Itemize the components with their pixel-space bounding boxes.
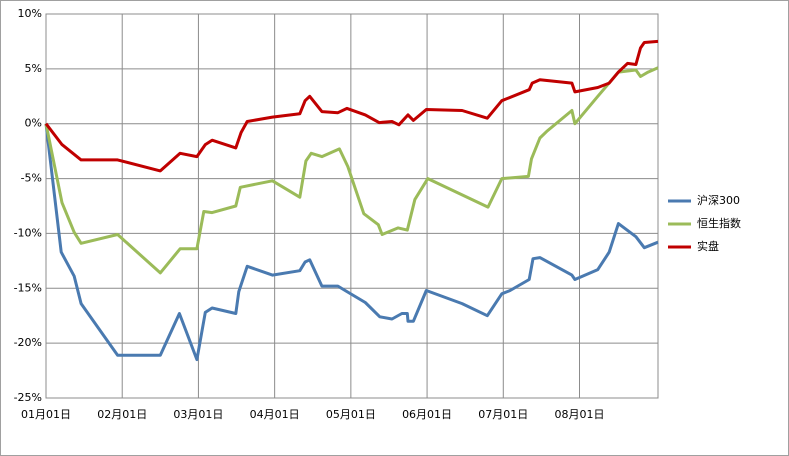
legend-label: 实盘 [697,239,719,253]
y-tick-label: 5% [25,62,42,75]
legend-label: 沪深300 [697,193,740,207]
y-tick-label: -20% [14,336,42,349]
x-tick-label: 04月01日 [250,408,300,421]
y-tick-label: -25% [14,391,42,404]
series-line [44,66,659,275]
y-tick-label: -5% [21,172,42,185]
y-tick-label: -10% [14,226,42,239]
x-tick-label: 03月01日 [173,408,223,421]
x-tick-label: 05月01日 [326,408,376,421]
x-tick-label: 06月01日 [402,408,452,421]
x-tick-label: 02月01日 [97,408,147,421]
series-line [44,39,659,173]
x-tick-label: 01月01日 [21,408,71,421]
x-tick-label: 07月01日 [478,408,528,421]
series-line [44,123,659,362]
y-tick-label: 10% [18,7,42,20]
y-tick-label: -15% [14,281,42,294]
x-tick-label: 08月01日 [554,408,604,421]
legend-label: 恒生指数 [697,216,741,230]
y-tick-label: 0% [25,117,42,130]
